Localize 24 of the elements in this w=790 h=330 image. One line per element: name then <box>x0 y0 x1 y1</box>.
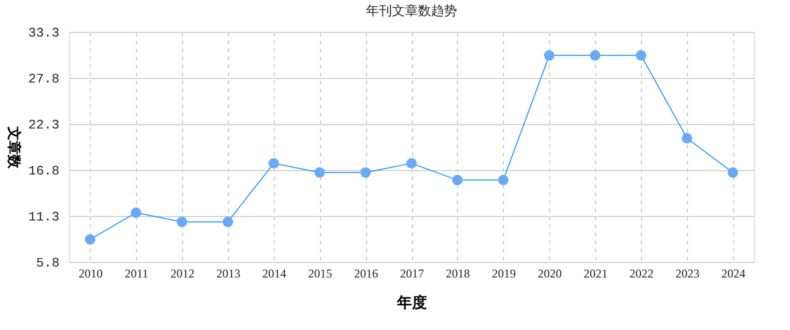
x-tick-label: 2020 <box>538 266 562 280</box>
y-tick-label: 33.3 <box>28 26 60 40</box>
x-tick-label: 2015 <box>308 266 332 280</box>
x-tick-label: 2017 <box>400 266 424 280</box>
x-tick-label: 2021 <box>584 266 608 280</box>
x-tick-label: 2018 <box>446 266 470 280</box>
x-tick-label: 2022 <box>630 266 654 280</box>
x-tick-label: 2019 <box>492 266 516 280</box>
y-tick-label: 22.3 <box>28 118 60 132</box>
x-tick-label: 2024 <box>721 266 746 280</box>
x-tick-label: 2014 <box>262 266 286 280</box>
x-tick-label: 2013 <box>216 266 240 280</box>
x-tick-label: 2016 <box>354 266 378 280</box>
x-tick-label: 2011 <box>124 266 148 280</box>
y-tick-label: 27.8 <box>28 72 60 86</box>
x-tick-label: 2023 <box>675 266 700 280</box>
x-axis-title: 年度 <box>396 294 427 312</box>
y-tick-label: 16.8 <box>28 164 60 178</box>
x-tick-label: 2010 <box>78 266 103 280</box>
x-tick-label: 2012 <box>170 266 194 280</box>
y-axis-title: 文章数 <box>5 126 22 170</box>
y-tick-label: 11.3 <box>28 210 60 224</box>
chart-title: 年刊文章数趋势 <box>366 3 457 18</box>
y-tick-label: 5.8 <box>36 256 60 270</box>
